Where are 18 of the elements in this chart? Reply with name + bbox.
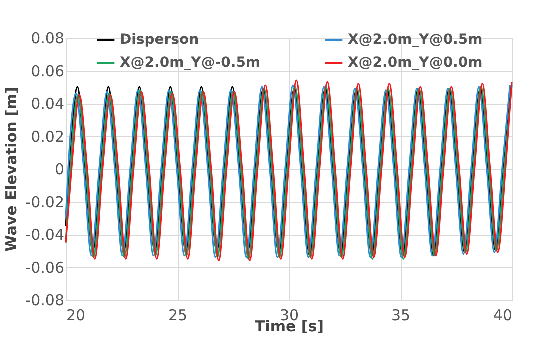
- y-tick-label: 0.06: [31, 62, 64, 80]
- x-tick-label: 20: [66, 306, 86, 324]
- legend-label: Disperson: [120, 32, 200, 48]
- y-tick-label: 0: [54, 160, 64, 178]
- legend-label: X@2.0m_Y@0.0m: [348, 55, 483, 71]
- y-tick-label: -0.04: [26, 226, 64, 244]
- y-tick-label: -0.02: [26, 193, 64, 212]
- legend-label: X@2.0m_Y@-0.5m: [120, 55, 261, 71]
- y-tick-label: -0.08: [26, 292, 64, 310]
- x-tick-label: 35: [391, 306, 411, 324]
- y-tick-label: -0.06: [26, 258, 64, 277]
- x-tick-label: 40: [493, 306, 512, 324]
- y-tick-label: 0.08: [31, 30, 64, 48]
- x-tick-label: 25: [168, 306, 188, 324]
- y-axis-title: Wave Elevation [m]: [2, 87, 21, 252]
- legend-label: X@2.0m_Y@0.5m: [348, 32, 483, 48]
- y-tick-label: 0.04: [31, 95, 64, 113]
- y-tick-label: 0.02: [31, 128, 64, 146]
